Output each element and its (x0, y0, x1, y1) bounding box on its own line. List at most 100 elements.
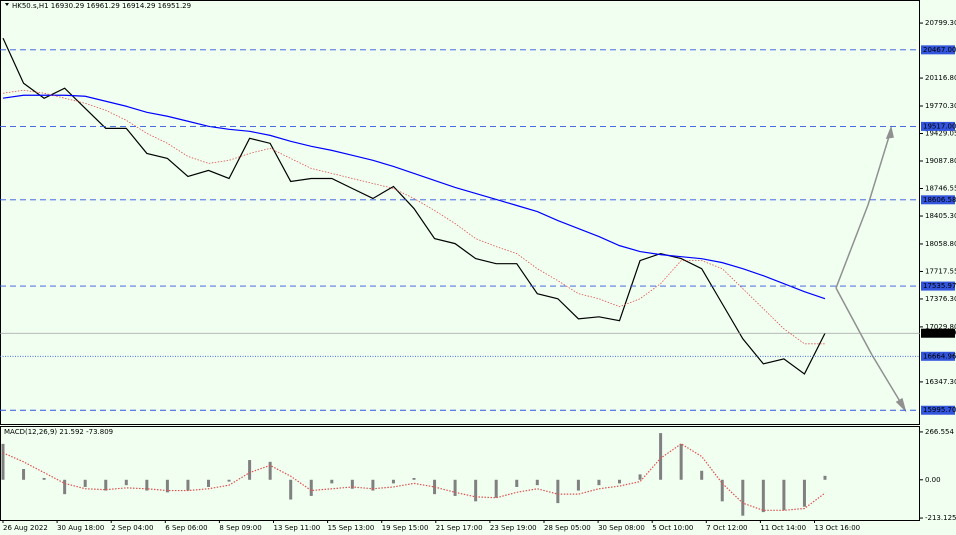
macd-bar (309, 479, 313, 496)
y-tick-label: 20799.30 (925, 19, 956, 27)
x-tick-label: 2 Sep 04:00 (111, 524, 153, 532)
macd-bar (371, 479, 375, 491)
level-label: 16664.96 (923, 352, 956, 360)
macd-bar (720, 479, 724, 502)
macd-bar (515, 479, 519, 487)
x-tick-label: 8 Sep 09:00 (219, 524, 261, 532)
y-tick-label: 18746.55 (925, 185, 956, 193)
macd-bar (700, 470, 704, 480)
x-tick-label: 15 Sep 13:00 (328, 524, 375, 532)
y-tick-label: 266.554 (925, 428, 954, 436)
macd-bar (659, 433, 663, 480)
macd-bar (597, 479, 601, 486)
level-label-box (921, 195, 955, 205)
x-tick-label: 21 Sep 17:00 (436, 524, 483, 532)
current-price-label: 16951.29 (923, 329, 956, 337)
main-frame (0, 0, 920, 425)
x-tick-label: 11 Oct 14:00 (760, 524, 806, 532)
arrow-line (835, 204, 869, 289)
macd-bar (207, 479, 210, 487)
series-line (2, 89, 825, 345)
y-tick-label: -213.125 (925, 514, 956, 522)
x-tick-label: 28 Sep 05:00 (544, 524, 591, 532)
macd-title: MACD(12,26,9) 21.592 -73.809 (4, 428, 113, 436)
macd-bar (227, 479, 231, 482)
x-tick-label: 5 Oct 10:00 (652, 524, 693, 532)
macd-bar (556, 479, 560, 504)
macd-bar (618, 479, 621, 484)
macd-bar (576, 479, 580, 491)
arrow-head (885, 125, 894, 139)
arrow-line (835, 287, 873, 356)
x-tick-label: 6 Sep 06:00 (165, 524, 207, 532)
menu-icon (5, 3, 9, 6)
macd-bar (494, 479, 498, 498)
macd-bar (165, 479, 169, 493)
level-label: 17535.97 (923, 282, 956, 290)
y-tick-label: 18058.80 (925, 240, 956, 248)
level-label: 18606.58 (923, 196, 956, 204)
macd-bar (412, 477, 416, 480)
level-label: 15995.70 (923, 406, 956, 414)
y-tick-label: 19087.80 (925, 157, 956, 165)
current-price-box (921, 328, 955, 338)
macd-bar (350, 479, 354, 489)
macd-bar (761, 479, 765, 513)
y-tick-label: 20116.80 (925, 74, 956, 82)
macd-bar (330, 479, 334, 484)
level-label-box (921, 45, 955, 55)
y-tick-label: 17717.55 (925, 267, 956, 275)
arrow-line (871, 354, 905, 409)
x-tick-label: 19 Sep 15:00 (382, 524, 429, 532)
level-label: 19517.00 (923, 122, 956, 130)
macd-bar (433, 479, 437, 495)
macd-bar (1, 443, 5, 480)
y-tick-label: 0.00 (925, 476, 941, 484)
macd-bar (145, 479, 149, 491)
macd-bar (474, 479, 478, 502)
x-tick-label: 7 Oct 12:00 (706, 524, 747, 532)
macd-bar (782, 479, 786, 511)
macd-bar (42, 477, 46, 480)
macd-bar (104, 479, 108, 491)
series-line (2, 37, 826, 375)
macd-bar (391, 479, 395, 484)
y-tick-label: 19770.30 (925, 102, 956, 110)
level-label-box (921, 281, 955, 291)
x-tick-label: 13 Oct 16:00 (815, 524, 861, 532)
level-label-box (921, 351, 955, 361)
chart-title: HK50.s,H1 16930.29 16961.29 16914.29 169… (12, 2, 191, 10)
macd-bar (638, 474, 642, 480)
macd-frame (0, 426, 920, 521)
macd-bar (679, 443, 683, 480)
y-tick-label: 16347.30 (925, 378, 956, 386)
macd-bar (289, 479, 293, 500)
macd-bar (83, 479, 87, 487)
arrow-line (867, 129, 892, 206)
x-tick-label: 30 Aug 18:00 (57, 524, 104, 532)
arrow-head (895, 397, 907, 413)
arrows (835, 125, 907, 413)
x-tick-label: 23 Sep 19:00 (490, 524, 537, 532)
y-tick-label: 19429.05 (925, 130, 956, 138)
level-label-box (921, 121, 955, 131)
macd-bar (186, 479, 190, 491)
macd-bar (124, 479, 128, 486)
level-label-box (921, 405, 955, 415)
macd-bar (453, 479, 457, 496)
x-tick-label: 13 Sep 11:00 (274, 524, 321, 532)
series-line (2, 94, 826, 300)
y-tick-label: 17376.30 (925, 295, 956, 303)
macd-bar (823, 475, 827, 480)
y-tick-label: 17029.80 (925, 323, 956, 331)
macd-bar (22, 469, 26, 480)
macd-bar (268, 461, 272, 480)
level-label: 20467.00 (923, 46, 956, 54)
macd-bar (248, 460, 252, 480)
series-line (2, 443, 826, 511)
macd-bar (63, 479, 67, 495)
x-tick-label: 26 Aug 2022 (3, 524, 48, 532)
macd-bar (741, 479, 745, 516)
